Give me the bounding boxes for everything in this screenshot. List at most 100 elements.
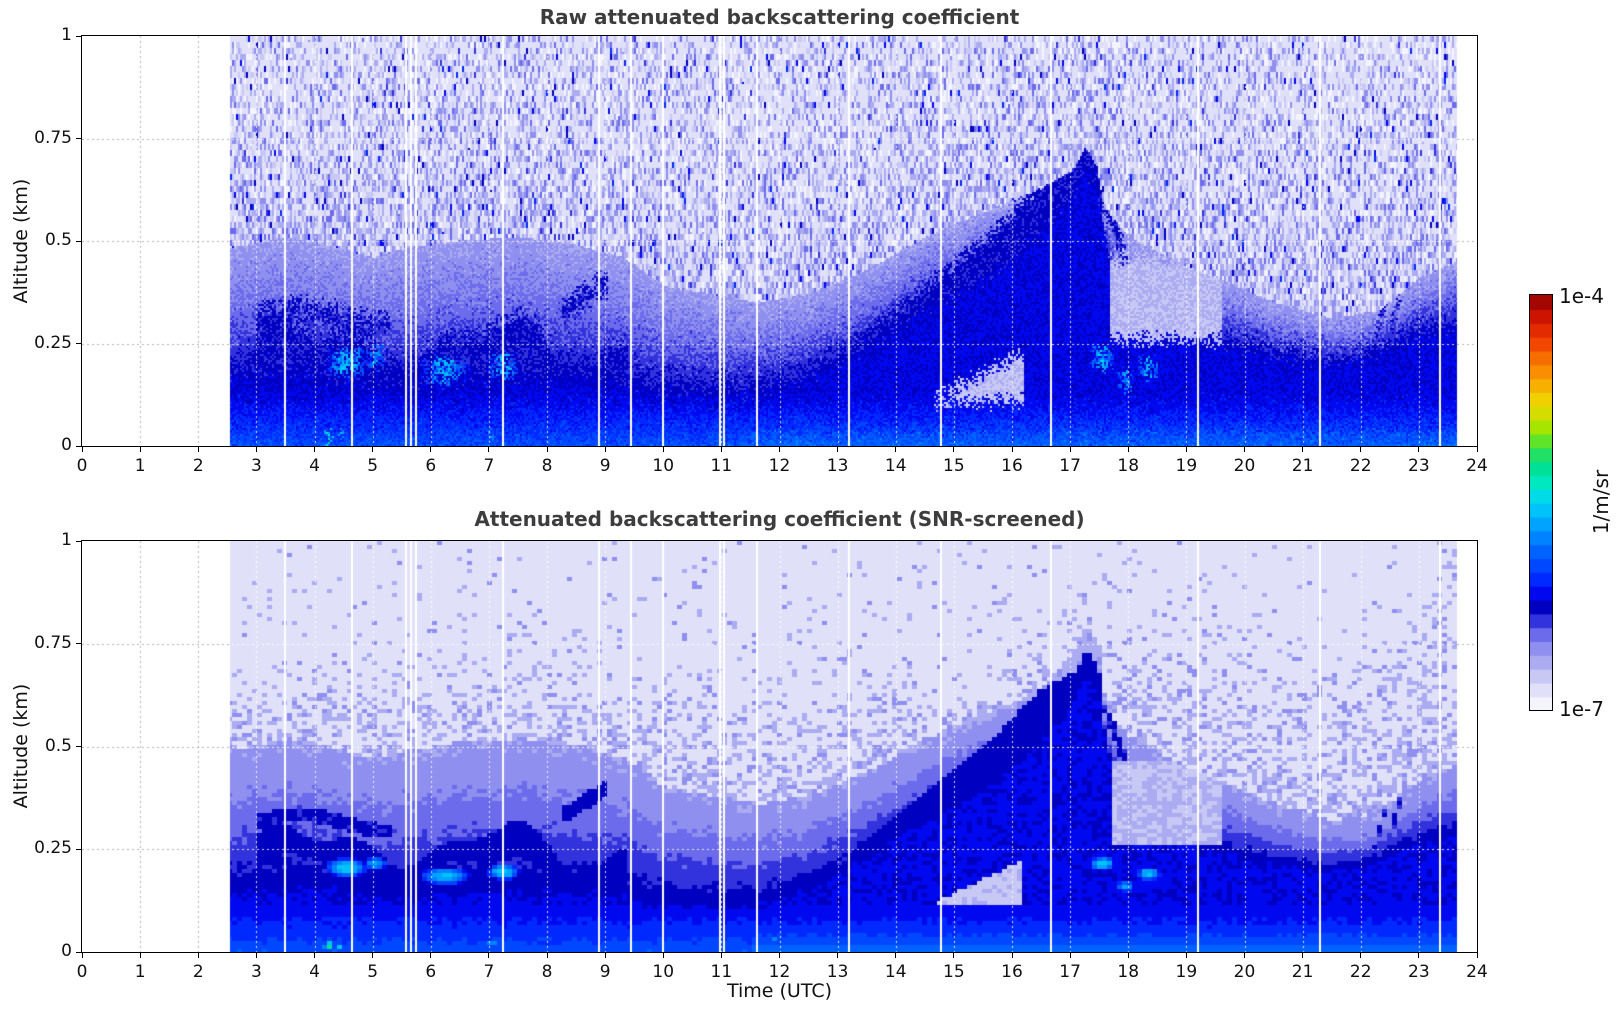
y-tick-label: 0 [61, 435, 72, 455]
y-tick-mark [76, 951, 81, 953]
y-tick-mark [76, 240, 81, 242]
x-tick-mark [1185, 953, 1187, 958]
x-tick-mark [895, 447, 897, 452]
x-tick-mark [604, 447, 606, 452]
x-tick-mark [314, 447, 315, 452]
x-tick-label: 21 [1291, 962, 1314, 982]
x-tick-label: 14 [884, 456, 907, 476]
x-tick-label: 23 [1408, 962, 1430, 982]
x-tick-mark [1011, 953, 1013, 958]
x-tick-mark [314, 953, 315, 958]
y-tick-label: 0 [61, 941, 72, 961]
y-tick-label: 0.5 [44, 735, 72, 756]
x-tick-label: 3 [250, 456, 262, 476]
x-tick-label: 24 [1466, 962, 1488, 982]
panel2-plot-area [81, 540, 1478, 953]
panel2-title: Attenuated backscattering coefficient (S… [474, 507, 1085, 531]
x-tick-mark [837, 447, 839, 452]
x-tick-mark [255, 953, 257, 958]
screened-heatmap-canvas [82, 541, 1477, 952]
x-tick-mark [197, 447, 199, 452]
x-tick-mark [1127, 953, 1129, 958]
y-tick-mark [76, 343, 81, 344]
x-tick-label: 12 [768, 962, 791, 982]
x-tick-mark [1127, 447, 1129, 452]
x-tick-label: 18 [1117, 456, 1140, 476]
x-tick-mark [255, 447, 257, 452]
x-tick-label: 17 [1059, 962, 1081, 982]
y-tick-label: 0.25 [34, 332, 72, 353]
x-tick-label: 16 [1001, 962, 1023, 982]
x-tick-label: 14 [884, 962, 907, 982]
colorbar-min-label: 1e-7 [1559, 697, 1604, 721]
x-tick-label: 0 [76, 962, 88, 982]
x-tick-label: 16 [1001, 456, 1023, 476]
x-tick-label: 20 [1233, 962, 1256, 982]
x-tick-mark [488, 953, 490, 958]
x-tick-label: 19 [1175, 962, 1198, 982]
x-tick-label: 6 [425, 456, 437, 476]
x-tick-label: 15 [943, 456, 965, 476]
x-tick-label: 1 [134, 456, 146, 476]
x-tick-mark [1360, 953, 1362, 958]
y-tick-label: 1 [61, 530, 72, 550]
x-tick-label: 12 [768, 456, 791, 476]
y-tick-mark [76, 848, 81, 850]
y-tick-label: 0.25 [34, 838, 72, 859]
x-tick-label: 2 [192, 456, 204, 476]
x-tick-mark [895, 953, 897, 958]
x-tick-label: 13 [826, 456, 849, 476]
x-tick-mark [1069, 953, 1071, 958]
colorbar-unit-label: 1/m/sr [1589, 469, 1613, 535]
x-tick-label: 19 [1175, 456, 1198, 476]
x-tick-label: 3 [250, 962, 262, 982]
x-tick-label: 22 [1349, 962, 1372, 982]
panel1-plot-area [81, 35, 1478, 447]
x-tick-mark [953, 447, 955, 452]
x-tick-mark [779, 447, 780, 452]
y-tick-mark [76, 746, 81, 747]
x-tick-mark [662, 447, 664, 452]
x-tick-mark [81, 447, 83, 452]
y-tick-label: 0.75 [34, 632, 72, 653]
x-tick-mark [372, 953, 374, 958]
x-tick-label: 8 [541, 456, 553, 476]
x-tick-mark [1185, 447, 1187, 452]
x-tick-label: 15 [943, 962, 965, 982]
x-tick-label: 11 [710, 962, 733, 982]
x-tick-label: 1 [134, 962, 146, 982]
x-tick-mark [1418, 953, 1420, 958]
x-tick-mark [1302, 953, 1304, 958]
x-tick-label: 7 [483, 456, 495, 476]
x-tick-mark [197, 953, 199, 958]
x-tick-mark [720, 953, 722, 958]
x-tick-mark [837, 953, 839, 958]
x-tick-label: 2 [192, 962, 204, 982]
colorbar-max-label: 1e-4 [1559, 284, 1604, 308]
x-tick-mark [604, 953, 606, 958]
x-tick-mark [1244, 953, 1245, 958]
x-tick-label: 18 [1117, 962, 1140, 982]
y-tick-label: 1 [61, 25, 72, 45]
x-tick-label: 17 [1059, 456, 1081, 476]
x-tick-mark [372, 447, 374, 452]
x-tick-mark [139, 447, 141, 452]
x-tick-label: 7 [483, 962, 495, 982]
x-tick-label: 5 [367, 456, 379, 476]
x-tick-label: 8 [541, 962, 553, 982]
x-tick-mark [1244, 447, 1245, 452]
x-tick-mark [1476, 447, 1478, 452]
x-axis-label: Time (UTC) [726, 980, 833, 1002]
x-tick-label: 24 [1466, 456, 1488, 476]
colorbar-gradient [1530, 295, 1552, 710]
y-tick-label: 0.5 [44, 230, 72, 250]
x-tick-mark [1069, 447, 1071, 452]
x-tick-label: 6 [425, 962, 437, 982]
x-tick-label: 10 [652, 456, 675, 476]
x-tick-label: 4 [309, 962, 320, 982]
x-tick-label: 9 [599, 962, 611, 982]
x-tick-mark [1011, 447, 1013, 452]
panel1-title: Raw attenuated backscattering coefficien… [539, 5, 1020, 29]
y-tick-mark [76, 540, 81, 542]
x-tick-label: 4 [309, 456, 320, 476]
